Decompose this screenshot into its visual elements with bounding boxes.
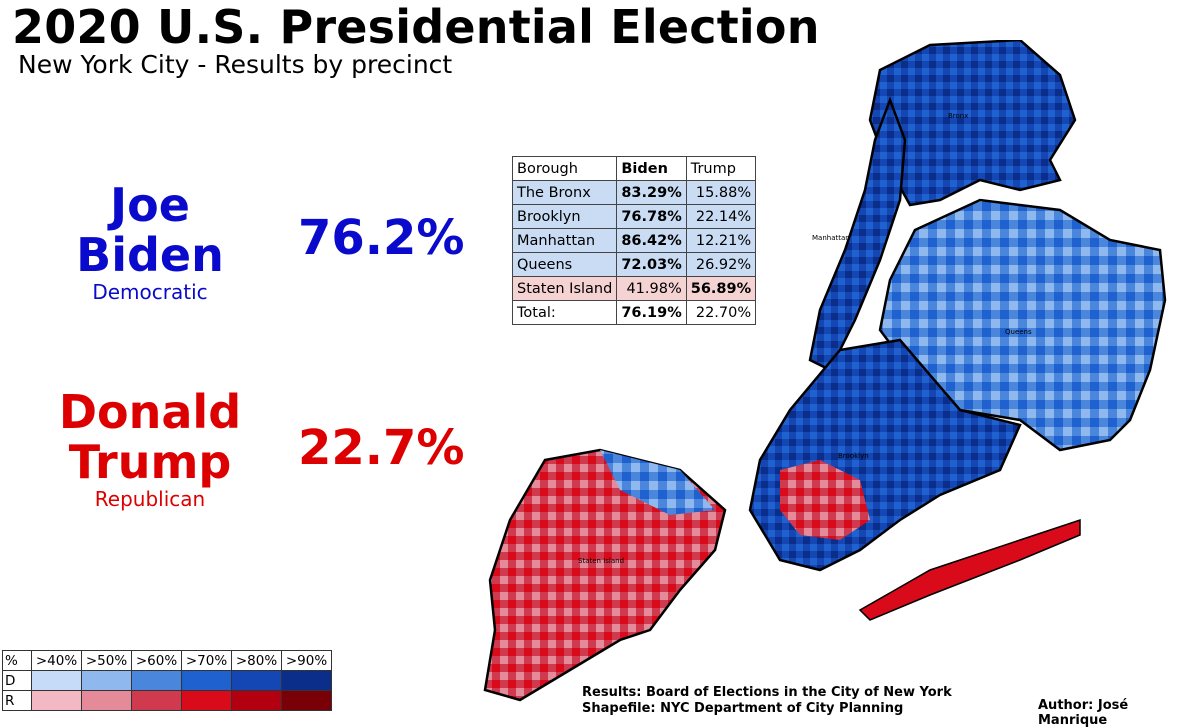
legend-bin: >50% [81, 650, 132, 671]
credits-shapefile: Shapefile: NYC Department of City Planni… [582, 701, 904, 716]
legend-bin: >80% [231, 650, 282, 671]
table-row: Staten Island 41.98% 56.89% [511, 276, 757, 301]
table-row: Queens 72.03% 26.92% [511, 252, 757, 277]
biden-cell: 41.98% [616, 276, 687, 301]
legend-swatch [131, 670, 182, 691]
legend-bin: >40% [31, 650, 82, 671]
legend-swatch [231, 690, 282, 711]
map-label-brooklyn: Brooklyn [838, 452, 869, 460]
nyc-precinct-map: Bronx Manhattan Queens Brooklyn Staten I… [483, 40, 1167, 702]
trump-last-name: Trump [68, 435, 232, 489]
legend-swatch [231, 670, 282, 691]
trump-cell: 15.88% [685, 180, 757, 205]
legend-swatch [181, 670, 232, 691]
table-row: The Bronx 83.29% 15.88% [511, 180, 757, 205]
map-label-bronx: Bronx [948, 112, 968, 120]
table-header-row: Borough Biden Trump [511, 156, 757, 181]
table-row: Manhattan 86.42% 12.21% [511, 228, 757, 253]
legend-corner: % [2, 650, 32, 671]
col-header-borough: Borough [511, 156, 618, 181]
borough-cell: Queens [511, 252, 618, 277]
legend-bin: >70% [181, 650, 232, 671]
legend-row-d: D [2, 670, 332, 691]
staten-island-blue-area [600, 450, 715, 515]
col-header-biden: Biden [616, 156, 687, 181]
biden-cell: 76.78% [616, 204, 687, 229]
trump-first-name: Donald [58, 385, 242, 439]
total-trump-cell: 22.70% [685, 300, 757, 325]
legend-swatch [81, 690, 132, 711]
borough-cell: Staten Island [511, 276, 618, 301]
legend-swatch [281, 690, 332, 711]
page-subtitle: New York City - Results by precinct [18, 50, 453, 79]
biden-cell: 72.03% [616, 252, 687, 277]
brooklyn-red-area [780, 460, 870, 540]
manhattan-shape [808, 96, 907, 372]
source-credits: Results: Board of Elections in the City … [582, 685, 952, 717]
borough-cell: The Bronx [511, 180, 618, 205]
candidate-biden: Joe Biden Democratic [70, 180, 230, 304]
biden-last-name: Biden [76, 228, 224, 282]
borough-cell: Brooklyn [511, 204, 618, 229]
legend-bin: >90% [281, 650, 332, 671]
biden-percent: 76.2% [298, 210, 465, 266]
map-label-queens: Queens [1005, 328, 1032, 336]
trump-percent: 22.7% [298, 420, 465, 476]
candidate-trump: Donald Trump Republican [40, 387, 260, 511]
borough-cell: Manhattan [511, 228, 618, 253]
rockaway-shape [858, 518, 1081, 621]
map-label-staten-island: Staten Island [578, 557, 624, 565]
total-biden-cell: 76.19% [616, 300, 687, 325]
color-legend: % >40% >50% >60% >70% >80% >90% D R [2, 650, 332, 711]
legend-swatch [181, 690, 232, 711]
trump-cell: 22.14% [685, 204, 757, 229]
biden-cell: 83.29% [616, 180, 687, 205]
legend-swatch [281, 670, 332, 691]
author-credit: Author: José Manrique [1038, 698, 1129, 728]
legend-row-label: D [2, 670, 32, 691]
legend-swatch [131, 690, 182, 711]
trump-cell: 26.92% [685, 252, 757, 277]
col-header-trump: Trump [685, 156, 757, 181]
legend-swatch [31, 690, 82, 711]
legend-swatch [31, 670, 82, 691]
biden-party: Democratic [92, 280, 208, 304]
table-row: Brooklyn 76.78% 22.14% [511, 204, 757, 229]
legend-row-r: R [2, 690, 332, 711]
legend-bin: >60% [131, 650, 182, 671]
legend-row-label: R [2, 690, 32, 711]
results-table: Borough Biden Trump The Bronx 83.29% 15.… [511, 156, 757, 325]
legend-header-row: % >40% >50% >60% >70% >80% >90% [2, 650, 332, 671]
map-label-manhattan: Manhattan [812, 234, 850, 242]
trump-party: Republican [94, 487, 206, 511]
trump-cell: 56.89% [685, 276, 757, 301]
legend-swatch [81, 670, 132, 691]
trump-cell: 12.21% [685, 228, 757, 253]
biden-first-name: Joe [110, 178, 190, 232]
table-total-row: Total: 76.19% 22.70% [511, 300, 757, 325]
total-label-cell: Total: [511, 300, 618, 325]
page-title: 2020 U.S. Presidential Election [12, 0, 820, 54]
biden-cell: 86.42% [616, 228, 687, 253]
credits-results: Results: Board of Elections in the City … [582, 685, 952, 700]
